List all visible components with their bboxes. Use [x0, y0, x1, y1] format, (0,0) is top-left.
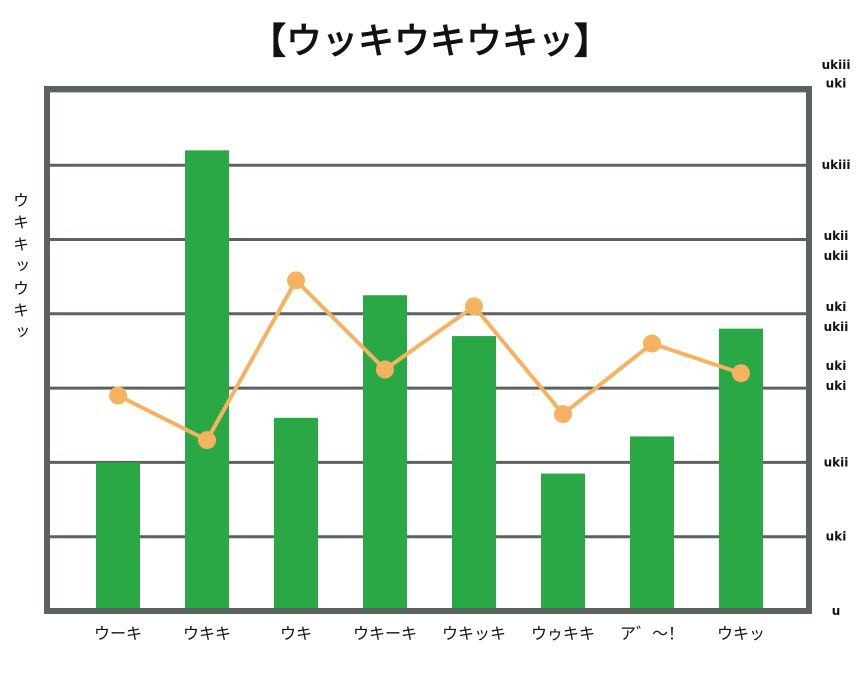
right-tick-label: u	[832, 604, 841, 618]
x-tick-label: ウキ	[280, 624, 312, 643]
x-tick-label: ウキキ	[183, 624, 231, 643]
bar	[452, 336, 496, 611]
line-point	[465, 297, 483, 316]
plot-frame	[44, 86, 812, 614]
line-path	[117, 278, 742, 443]
bar	[185, 150, 229, 611]
right-tick-label: ukiii	[822, 58, 851, 72]
y-axis-label: ウキキッウキッ	[10, 192, 29, 346]
right-tick-label: uki	[826, 359, 847, 373]
line-point	[376, 360, 394, 379]
line-point	[732, 364, 750, 383]
right-tick-label: ukii	[824, 229, 849, 243]
line-point	[643, 334, 661, 353]
right-tick-label: uki	[826, 379, 847, 393]
right-tick-label: uki	[826, 300, 847, 314]
x-tick-labels: ウーキ ウキキ ウキ ウキーキ ウキッキ ウゥキキ ア゛～！ ウキッ	[94, 624, 765, 643]
right-tick-label: ukii	[824, 320, 849, 334]
right-tick-label: ukiii	[822, 158, 851, 172]
line-point	[287, 271, 305, 290]
bars	[96, 150, 763, 611]
right-tick-label: ukii	[824, 249, 849, 263]
x-tick-label: ウキーキ	[353, 624, 417, 643]
line-point	[109, 386, 127, 405]
line-point	[198, 431, 216, 450]
x-tick-label: ウゥキキ	[531, 624, 595, 643]
bar	[541, 473, 585, 611]
right-tick-labels: ukiii uki ukiii ukii ukii uki ukii uki uki ukii uk…	[822, 58, 851, 618]
bar	[630, 436, 674, 611]
x-tick-label: ウキッキ	[442, 624, 506, 643]
x-tick-label: ア゛～！	[620, 624, 684, 643]
bar	[274, 417, 318, 611]
chart-title: 【ウッキウキウキッ】	[249, 21, 610, 62]
x-tick-label: ウキッ	[717, 624, 765, 643]
grid-lines	[47, 89, 809, 539]
right-tick-label: uki	[826, 76, 847, 90]
line-series	[109, 271, 750, 450]
bar	[96, 462, 140, 611]
bar	[363, 295, 407, 611]
x-tick-label: ウーキ	[94, 624, 142, 643]
right-tick-label: ukii	[824, 455, 849, 469]
right-tick-label: uki	[826, 530, 847, 544]
line-point	[554, 405, 572, 424]
